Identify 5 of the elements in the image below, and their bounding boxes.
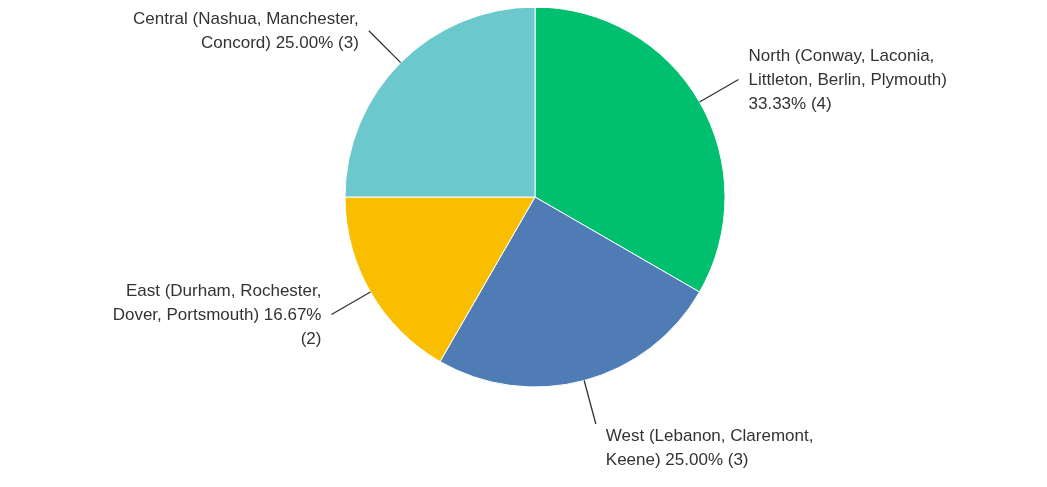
slice-label: Central (Nashua, Manchester, Concord) 25.00% (3) xyxy=(132,8,359,52)
slice-label: East (Durham, Rochester, Dover, Portsmouth) 16.67% (2) xyxy=(112,280,322,348)
slice-label: North (Conway, Laconia, Littleton, Berlin, Plymouth) xyxy=(748,45,947,89)
slice-label: West (Lebanon, Claremont, Keene) 25.00% (3) xyxy=(605,425,814,469)
data-label: 33.33% (4) xyxy=(748,93,832,113)
